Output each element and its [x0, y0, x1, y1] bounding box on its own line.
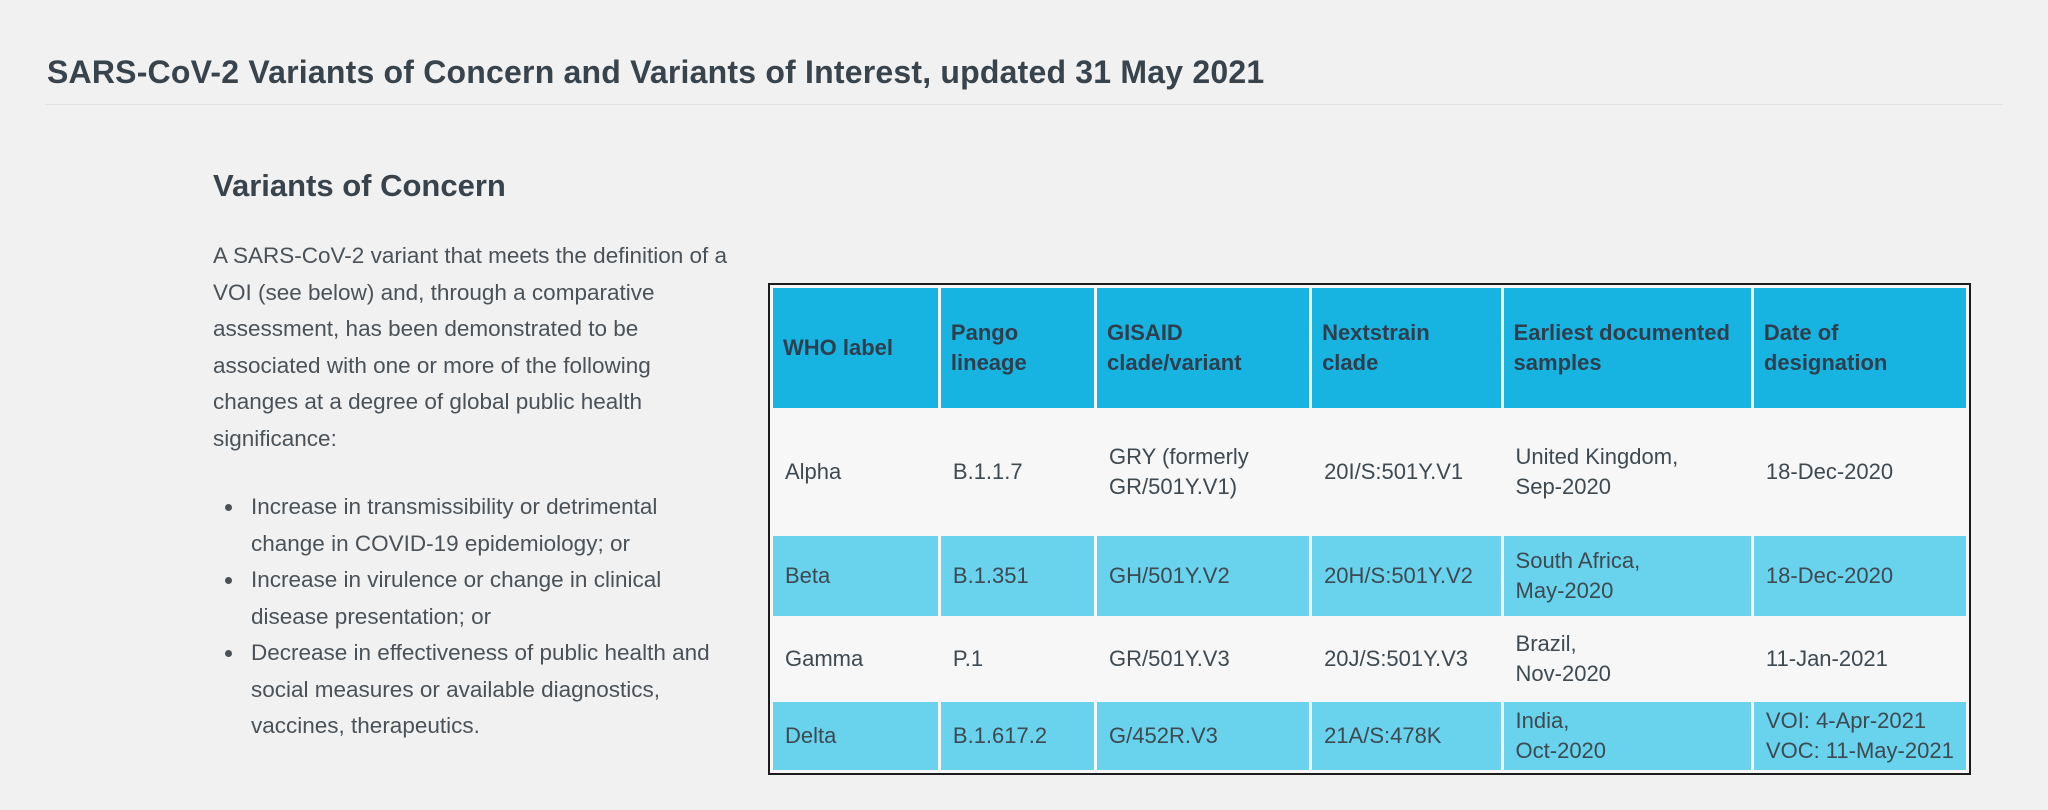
cell-date-designation: 18-Dec-2020 — [1753, 536, 1966, 616]
table-row-alpha: Alpha B.1.1.7 GRY (formerly GR/501Y.V1) … — [773, 411, 1966, 533]
cell-nextstrain-clade: 20H/S:501Y.V2 — [1312, 536, 1501, 616]
cell-earliest-samples: India, Oct-2020 — [1503, 702, 1751, 770]
page-title: SARS-CoV-2 Variants of Concern and Varia… — [47, 54, 1265, 91]
cell-who-label: Gamma — [785, 646, 864, 671]
cell-date-designation: 18-Dec-2020 — [1765, 459, 1894, 484]
cell-earliest-samples: South Africa, May-2020 — [1503, 536, 1751, 616]
cell-pango-lineage: B.1.617.2 — [940, 702, 1095, 770]
variants-of-concern-table: WHO label Pango lineage GISAID clade/var… — [768, 283, 1971, 775]
cell-gisaid-clade: G/452R.V3 — [1097, 702, 1310, 770]
column-header-earliest-samples: Earliest documented samples — [1503, 288, 1751, 408]
column-header-date-designation: Date of designation — [1753, 288, 1966, 408]
cell-date-designation: 11-Jan-2021 — [1765, 646, 1888, 671]
cell-pango-lineage: P.1 — [952, 646, 984, 671]
variants-of-concern-section: Variants of Concern A SARS-CoV-2 variant… — [213, 168, 733, 745]
section-intro-paragraph: A SARS-CoV-2 variant that meets the defi… — [213, 243, 728, 451]
table-header-row: WHO label Pango lineage GISAID clade/var… — [773, 288, 1966, 408]
cell-pango-lineage: B.1.351 — [940, 536, 1095, 616]
cell-who-label: Alpha — [785, 459, 842, 484]
list-item-transmissibility: Increase in transmissibility or detrimen… — [245, 489, 735, 562]
cell-nextstrain-clade: 21A/S:478K — [1312, 702, 1501, 770]
table-row-delta: Delta B.1.617.2 G/452R.V3 21A/S:478K Ind… — [773, 702, 1966, 770]
list-item-effectiveness: Decrease in effectiveness of public heal… — [245, 635, 735, 745]
table-row-beta: Beta B.1.351 GH/501Y.V2 20H/S:501Y.V2 So… — [773, 536, 1966, 616]
column-header-who-label: WHO label — [773, 288, 938, 408]
cell-gisaid-clade: GH/501Y.V2 — [1097, 536, 1310, 616]
table-row-gamma: Gamma P.1 GR/501Y.V3 20J/S:501Y.V3 Brazi… — [773, 619, 1966, 699]
section-heading: Variants of Concern — [213, 168, 506, 203]
cell-date-designation: VOI: 4-Apr-2021 VOC: 11-May-2021 — [1753, 702, 1966, 770]
cell-nextstrain-clade: 20J/S:501Y.V3 — [1324, 646, 1468, 671]
criteria-list: Increase in transmissibility or detrimen… — [213, 489, 735, 745]
cell-earliest-samples: Brazil, Nov-2020 — [1515, 631, 1611, 686]
list-item-virulence: Increase in virulence or change in clini… — [245, 562, 735, 635]
cell-pango-lineage: B.1.1.7 — [952, 459, 1023, 484]
title-divider — [45, 104, 2003, 105]
cell-earliest-samples: United Kingdom, Sep-2020 — [1515, 444, 1679, 499]
cell-gisaid-clade: GR/501Y.V3 — [1109, 646, 1230, 671]
column-header-nextstrain-clade: Nextstrain clade — [1312, 288, 1501, 408]
cell-nextstrain-clade: 20I/S:501Y.V1 — [1324, 459, 1464, 484]
cell-who-label: Beta — [773, 536, 938, 616]
cell-who-label: Delta — [773, 702, 938, 770]
column-header-gisaid-clade: GISAID clade/variant — [1097, 288, 1310, 408]
column-header-pango-lineage: Pango lineage — [940, 288, 1095, 408]
cell-gisaid-clade: GRY (formerly GR/501Y.V1) — [1109, 444, 1249, 499]
